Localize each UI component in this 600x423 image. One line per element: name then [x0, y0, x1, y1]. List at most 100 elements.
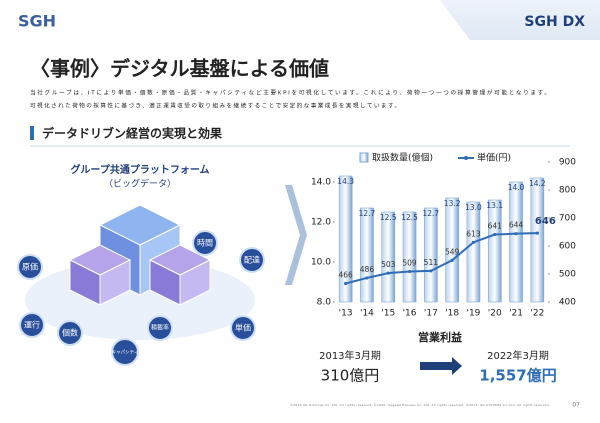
line-label: 641	[488, 222, 503, 231]
y2-tick-label: 600	[559, 242, 576, 252]
bar-label: 13.1	[486, 201, 503, 210]
kpi-bubble	[111, 338, 139, 366]
kpi-bubble	[17, 254, 43, 280]
line-point	[535, 231, 539, 235]
line-point	[365, 276, 369, 280]
legend-label: 取扱数量(億個)	[372, 152, 433, 164]
x-tick-label: '14	[360, 309, 374, 319]
line-point	[386, 271, 390, 275]
bar-label: 13.0	[465, 203, 482, 212]
y2-tick-label: 500	[559, 270, 576, 280]
x-tick-label: '18	[445, 309, 459, 319]
platform-illustration	[25, 204, 255, 340]
line-label: 503	[381, 260, 396, 269]
profit-title: 営業利益	[418, 330, 462, 344]
line-label: 511	[424, 258, 439, 267]
x-tick-label: '20	[488, 309, 502, 319]
x-tick-label: '15	[381, 309, 395, 319]
bar	[509, 181, 523, 303]
kpi-label: 原価	[22, 262, 38, 272]
profit-arrow	[420, 357, 462, 375]
line-label: 466	[338, 271, 353, 280]
logo: SGH	[18, 12, 56, 31]
line-label: 486	[360, 265, 375, 274]
bar	[445, 197, 459, 303]
kpi-label: キャパシティ	[112, 350, 139, 356]
kpi-label: 時間	[197, 239, 213, 248]
bar-label: 14.2	[529, 179, 546, 188]
line-label: 509	[402, 258, 417, 267]
line-point	[344, 281, 348, 286]
kpi-label: 配達	[244, 255, 260, 265]
bar	[530, 177, 545, 303]
bar-label: 14.0	[508, 183, 525, 192]
y2-tick-label: 800	[559, 186, 576, 196]
y-tick-label: 14.0	[311, 178, 331, 188]
line-label: 646	[535, 216, 556, 227]
profit-to-value: 1,557億円	[479, 367, 556, 385]
y2-tick-label: 700	[559, 214, 576, 224]
footer: ©2020 SG Holdings Co.,Ltd. All rights re…	[290, 403, 550, 407]
line-point	[471, 240, 476, 244]
bar	[466, 201, 481, 303]
section-title: データドリブン経営の実現と効果	[42, 126, 222, 141]
kpi-bubble	[19, 312, 45, 338]
legend-swatch	[359, 152, 369, 163]
paragraph-line: 可視化された荷物の採算性に基づき、適正運賃収受の取り組みを継続することで安定的な…	[30, 102, 400, 110]
page-number: 07	[572, 402, 580, 409]
line-point	[493, 232, 497, 237]
y-tick-label: 10.0	[311, 258, 331, 268]
x-tick-label: '13	[339, 309, 353, 319]
kpi-label: 単価	[235, 323, 251, 333]
kpi-bubble	[192, 230, 218, 256]
line-label: 644	[509, 221, 524, 230]
kpi-bubble	[230, 315, 256, 341]
bar-label: 12.5	[401, 213, 418, 222]
bar-label: 14.3	[337, 177, 354, 186]
y-tick-label: 12.0	[311, 218, 331, 228]
section-bar	[30, 126, 34, 140]
title: 〈事例〉デジタル基盤による価値	[30, 57, 329, 81]
arrow	[285, 185, 307, 285]
platform-label: グループ共通プラットフォーム	[70, 163, 209, 176]
line-label: 613	[466, 229, 481, 238]
kpi-label: 個数	[62, 328, 78, 338]
line-point	[429, 269, 433, 273]
profit-to-label: 2022年3月期	[487, 349, 549, 362]
profit-from-label: 2013年3月期	[319, 349, 381, 362]
kpi-bubble	[239, 247, 265, 273]
x-tick-label: '21	[509, 309, 523, 319]
kpi-bubble	[57, 320, 83, 346]
profit-from-value: 310億円	[321, 367, 380, 385]
x-tick-label: '17	[424, 309, 438, 319]
bar	[487, 199, 502, 303]
line-point	[514, 232, 518, 236]
bar-label: 12.7	[359, 209, 376, 218]
line-point	[450, 258, 454, 262]
bar	[402, 211, 417, 303]
bar	[381, 211, 396, 303]
x-tick-label: '16	[403, 309, 417, 319]
y2-tick-label: 900	[559, 158, 576, 168]
bar-label: 12.5	[380, 213, 397, 222]
x-tick-label: '22	[530, 309, 544, 319]
legend-marker	[464, 156, 468, 160]
line	[345, 232, 538, 285]
kpi-label: 運行	[24, 320, 40, 330]
kpi-label: 積載率	[151, 324, 169, 332]
bar-label: 13.2	[444, 199, 461, 208]
y2-tick-label: 400	[559, 298, 576, 308]
line-label: 549	[445, 247, 460, 256]
chart: 8.0 10.0 12.0 14.0 400 500 600 700 800 900 14.3 '13…	[311, 152, 576, 319]
legend-label: 単価(円)	[477, 152, 511, 164]
bar	[424, 207, 438, 303]
platform-label: （ビッグデータ）	[104, 178, 176, 190]
x-tick-label: '19	[466, 309, 480, 319]
brand: SGH DX	[524, 14, 585, 30]
line-point	[407, 269, 412, 274]
kpi-bubble	[147, 315, 173, 341]
header-deco	[440, 0, 600, 40]
bar-label: 12.7	[422, 209, 439, 218]
